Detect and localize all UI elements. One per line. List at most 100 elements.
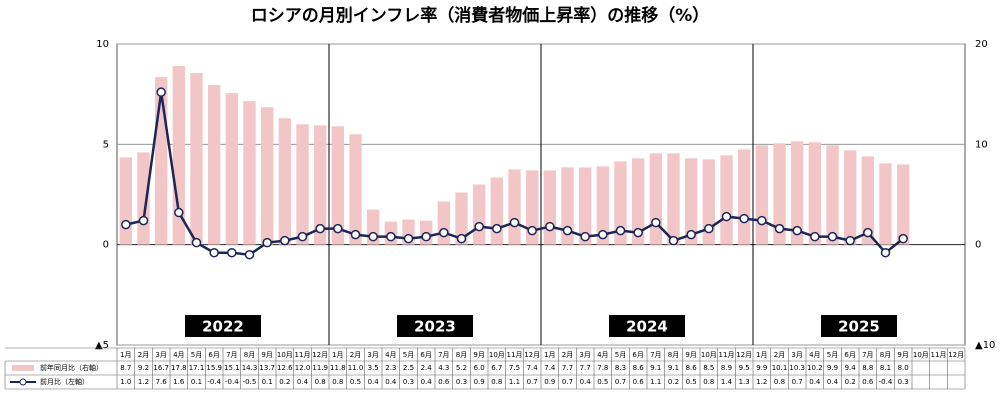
x-tick-label: 12月 <box>312 351 328 359</box>
table-cell: 7.8 <box>597 364 608 372</box>
table-cell: 0.8 <box>774 378 785 386</box>
point <box>403 233 414 244</box>
bar <box>808 142 822 245</box>
point <box>297 231 308 242</box>
table-cell: 9.9 <box>827 364 838 372</box>
x-tick-label: 5月 <box>827 351 838 359</box>
bar <box>472 184 486 245</box>
y2-tick-label: 20 <box>975 39 988 50</box>
table-cell: 1.6 <box>173 378 185 386</box>
point <box>138 215 149 226</box>
y-tick-label: ▲5 <box>95 340 109 351</box>
table-cell: 0.7 <box>562 378 573 386</box>
x-tick-label: 3月 <box>579 351 590 359</box>
year-label: 2025 <box>838 318 880 336</box>
x-tick-label: 5月 <box>191 351 202 359</box>
x-tick-label: 10月 <box>701 351 717 359</box>
table-cell: 0.4 <box>580 378 592 386</box>
point <box>121 219 131 230</box>
x-tick-label: 5月 <box>403 351 414 359</box>
x-tick-label: 10月 <box>913 351 929 359</box>
y-tick-label: 0 <box>103 240 109 251</box>
legend-label: 前年同月比（右軸） <box>40 363 103 372</box>
x-tick-label: 2月 <box>138 351 149 359</box>
point <box>527 225 537 236</box>
table-cell: 4.3 <box>438 364 449 372</box>
point <box>668 235 679 246</box>
table-cell: 0.3 <box>898 378 909 386</box>
bar <box>896 164 910 245</box>
table-cell: 7.5 <box>509 364 520 372</box>
table-cell: 8.1 <box>880 364 891 372</box>
x-tick-label: 9月 <box>685 351 696 359</box>
bar <box>525 170 539 245</box>
table-cell: 17.1 <box>189 364 205 372</box>
table-cell: 7.4 <box>527 364 539 372</box>
point <box>350 229 361 240</box>
x-tick-label: 10月 <box>489 351 505 359</box>
point <box>386 231 396 242</box>
table-cell: 0.4 <box>385 378 397 386</box>
x-tick-label: 3月 <box>367 351 378 359</box>
y2-tick-label: ▲10 <box>975 340 995 351</box>
chart-title: ロシアの月別インフレ率（消費者物価上昇率）の推移（%） <box>251 5 710 26</box>
x-tick-label: 9月 <box>261 351 272 359</box>
table-cell: 0.2 <box>668 378 679 386</box>
table-cell: 11.0 <box>348 364 364 372</box>
x-tick-label: 11月 <box>719 351 735 359</box>
year-label: 2024 <box>626 318 668 336</box>
point <box>280 235 290 246</box>
point <box>633 227 643 238</box>
bar <box>790 141 804 245</box>
point <box>174 207 184 218</box>
x-tick-label: 9月 <box>473 351 484 359</box>
point <box>810 231 820 242</box>
bar <box>437 201 451 245</box>
x-tick-label: 4月 <box>385 351 396 359</box>
bar <box>349 134 362 245</box>
point <box>704 223 714 234</box>
point <box>651 217 661 228</box>
x-tick-label: 2月 <box>774 351 785 359</box>
y-tick-label: 5 <box>103 139 109 150</box>
bar <box>331 126 345 245</box>
table-cell: 0.4 <box>297 378 309 386</box>
point <box>880 247 891 258</box>
table-cell: 17.8 <box>171 364 187 372</box>
x-tick-label: 4月 <box>809 351 820 359</box>
table-cell: 5.2 <box>456 364 467 372</box>
table-cell: 8.6 <box>686 364 698 372</box>
y2-tick-label: 10 <box>975 139 988 150</box>
table-cell: 0.4 <box>809 378 821 386</box>
bar <box>578 167 592 245</box>
table-cell: 8.5 <box>703 364 714 372</box>
point <box>333 223 343 234</box>
bar <box>667 153 680 245</box>
table-cell: 10.1 <box>772 364 788 372</box>
table-cell: 9.5 <box>739 364 750 372</box>
bar <box>614 161 627 245</box>
table-cell: 7.7 <box>580 364 591 372</box>
table-cell: 9.1 <box>668 364 679 372</box>
x-tick-label: 7月 <box>438 351 449 359</box>
x-tick-label: 7月 <box>650 351 661 359</box>
table-cell: 0.5 <box>350 378 361 386</box>
point <box>227 247 237 258</box>
x-tick-label: 3月 <box>791 351 802 359</box>
x-tick-label: 1月 <box>120 351 131 359</box>
y-tick-label: 10 <box>96 39 109 50</box>
table-cell: 16.7 <box>153 364 169 372</box>
x-tick-label: 8月 <box>880 351 891 359</box>
point <box>368 231 378 242</box>
table-cell: 0.8 <box>491 378 502 386</box>
point <box>845 235 855 246</box>
bar <box>561 167 574 245</box>
point <box>156 87 166 97</box>
x-tick-label: 8月 <box>244 351 255 359</box>
bar <box>684 158 698 245</box>
bar <box>137 152 150 245</box>
x-tick-label: 6月 <box>208 351 219 359</box>
bar <box>773 143 786 245</box>
table-cell: -0.4 <box>879 378 893 386</box>
